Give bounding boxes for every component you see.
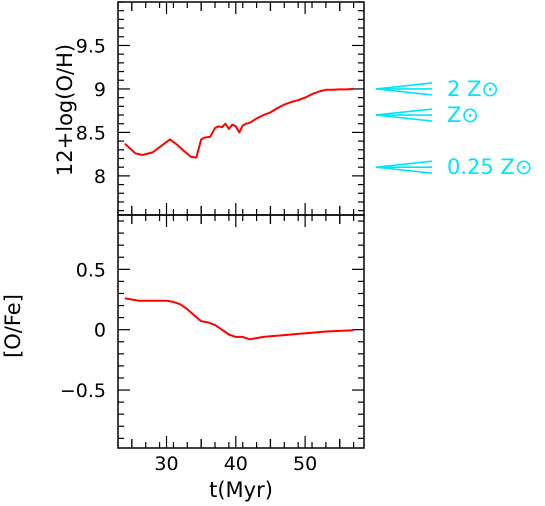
top-y-axis-label: 12+log(O/H) <box>53 44 77 176</box>
x-tick-label: 30 <box>154 453 178 475</box>
arrow-barb <box>375 160 433 168</box>
top-panel-ticks <box>117 1 364 215</box>
metallicity-label: Z⊙ <box>447 103 479 127</box>
x-tick-label: 40 <box>224 453 248 475</box>
arrow-barb <box>375 166 433 174</box>
y-tick-label: 8.5 <box>76 122 106 144</box>
x-axis-label: t(Myr) <box>209 478 273 502</box>
top-panel-frame <box>117 1 365 216</box>
bottom-panel-x-tick-labels: 30 40 50 <box>154 453 317 475</box>
arrow-barb <box>375 82 433 90</box>
solar-metallicity-arrow: 0.25 Z⊙ <box>375 155 532 179</box>
y-tick-label: 9 <box>94 79 106 101</box>
arrow-barb <box>375 114 433 122</box>
y-tick-label: −0.5 <box>60 380 106 402</box>
y-tick-label: 9.5 <box>76 35 106 57</box>
metallicity-label: 0.25 Z⊙ <box>447 155 532 179</box>
arrow-barb <box>375 88 433 96</box>
x-tick-label: 50 <box>293 453 317 475</box>
metallicity-label: 2 Z⊙ <box>447 77 499 101</box>
oh-abundance-line <box>124 87 354 159</box>
top-panel-oh-abundance: 8 8.5 9 9.5 12+log(O/H) <box>53 1 365 216</box>
top-panel-y-tick-labels: 8 8.5 9 9.5 <box>76 35 106 187</box>
y-tick-label: 0.5 <box>76 259 106 281</box>
arrow-barb <box>375 108 433 116</box>
solar-metallicity-arrow: 2 Z⊙ <box>375 77 499 101</box>
y-tick-label: 0 <box>94 320 106 342</box>
o-fe-ratio-line <box>124 297 354 341</box>
bottom-panel-o-fe-ratio: −0.5 0 0.5 30 40 50 [O/Fe] t(Myr) <box>1 214 365 502</box>
bottom-y-axis-label: [O/Fe] <box>1 294 25 358</box>
bottom-panel-y-tick-labels: −0.5 0 0.5 <box>60 259 106 402</box>
y-tick-label: 8 <box>94 166 106 188</box>
metallicity-annotations: 2 Z⊙Z⊙ 0.25 Z⊙ <box>375 77 532 179</box>
bottom-panel-frame <box>117 214 365 449</box>
solar-metallicity-arrow: Z⊙ <box>375 103 479 127</box>
bottom-panel-ticks <box>117 215 364 448</box>
